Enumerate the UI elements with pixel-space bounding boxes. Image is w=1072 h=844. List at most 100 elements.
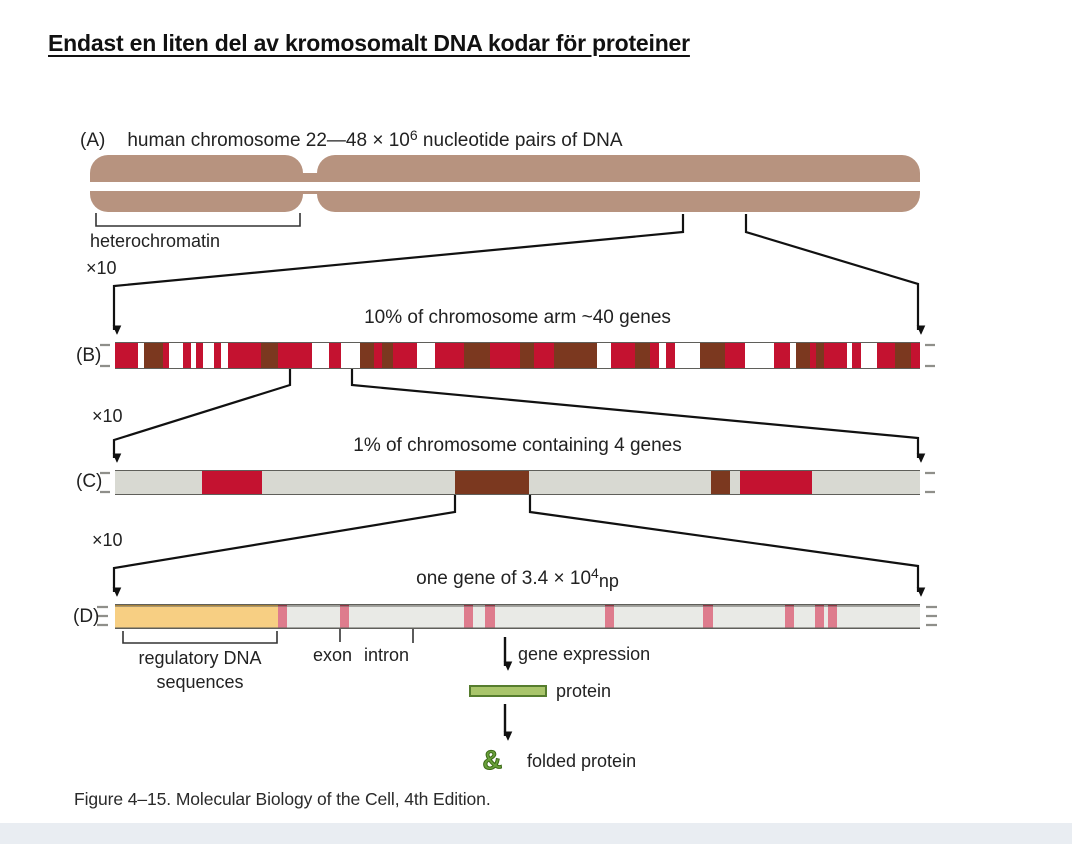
exon-mark [828, 605, 838, 628]
chromosome-arm-band-bar [115, 342, 920, 369]
band-segment-red [851, 343, 862, 368]
chromatid-gap [88, 182, 922, 191]
zoom-x10-label-1: ×10 [86, 258, 117, 278]
band-segment-red [910, 343, 920, 368]
exon-mark [339, 605, 349, 628]
band-segment-red [329, 343, 342, 368]
panel-d-exponent: 4 [591, 565, 599, 581]
band-segment-white [138, 343, 145, 368]
band-segment-red [823, 343, 848, 368]
band-segment-red [490, 343, 520, 368]
band-segment-red [611, 343, 635, 368]
panel-d-caption-text: one gene of 3.4 × 10 [416, 568, 592, 589]
exon-mark [605, 605, 615, 628]
protein-label: protein [556, 681, 612, 701]
exon-intron-label: exon intron [313, 645, 410, 665]
band-segment-red [724, 343, 745, 368]
band-segment-brown [895, 343, 911, 368]
band-segment-red [115, 343, 139, 368]
exon-mark [277, 605, 287, 628]
strand-separator [115, 605, 920, 628]
gene-detail-bar [115, 604, 920, 629]
band-segment-white [169, 343, 184, 368]
band-segment-red [374, 343, 382, 368]
panel-b-tag: (B) [76, 345, 102, 366]
chromosome-segment-bar [115, 470, 920, 495]
protein-bar-icon [469, 685, 547, 697]
band-segment-red [809, 343, 817, 368]
bottom-band [0, 823, 1072, 844]
band-segment-brown [699, 343, 725, 368]
band-segment-red [195, 343, 204, 368]
band-segment-red [277, 343, 312, 368]
band-segment-red [774, 343, 790, 368]
band-segment-red [650, 343, 660, 368]
band-segment-red [201, 471, 262, 494]
folded-protein-icon: & [480, 744, 504, 777]
band-segment-red [434, 343, 464, 368]
band-segment-red [392, 343, 418, 368]
exon-mark [485, 605, 495, 628]
slide-title: Endast en liten del av kromosomalt DNA k… [48, 30, 690, 56]
panel-d-tag: (D) [73, 606, 100, 627]
panel-c-tag: (C) [76, 471, 103, 492]
exon-mark [463, 605, 473, 628]
heterochromatin-label: heterochromatin [90, 231, 221, 251]
folded-protein-label: folded protein [527, 751, 637, 771]
band-segment-red [228, 343, 261, 368]
figure-caption: Figure 4–15. Molecular Biology of the Ce… [74, 789, 491, 809]
band-segment-white [311, 343, 330, 368]
regulatory-dna-line1: regulatory DNA [138, 648, 262, 668]
band-segment-brown [795, 343, 810, 368]
band-segment-white [789, 343, 796, 368]
band-segment-white [341, 343, 361, 368]
band-segment-white [221, 343, 229, 368]
band-segment-brown [463, 343, 491, 368]
band-segment-white [744, 343, 775, 368]
exon-mark [784, 605, 794, 628]
exon-mark [814, 605, 824, 628]
band-segment-brown [360, 343, 375, 368]
band-segment-red [739, 471, 813, 494]
exon-marks [115, 605, 920, 628]
band-segment-red [163, 343, 170, 368]
band-segment-red [876, 343, 896, 368]
band-segment-white [203, 343, 215, 368]
band-segment-white [190, 343, 196, 368]
band-segment-white [659, 343, 666, 368]
exon-mark [703, 605, 713, 628]
panel-a-tag: (A) [80, 130, 106, 151]
gene-expression-label: gene expression [518, 644, 651, 664]
band-segment-brown [519, 343, 534, 368]
band-segment-brown [144, 343, 164, 368]
panel-a-caption: human chromosome 22—48 × 10 [127, 130, 410, 151]
band-segment-white [847, 343, 852, 368]
band-segment-red [533, 343, 554, 368]
regulatory-bracket [122, 631, 278, 644]
panel-a-exponent: 6 [409, 127, 418, 143]
chromosome-illustration [88, 155, 922, 212]
heterochromatin-bracket [95, 213, 301, 227]
band-segment-graybar [730, 471, 740, 494]
band-segment-brown [553, 343, 598, 368]
panel-a-caption-rest: nucleotide pairs of DNA [417, 130, 623, 151]
regulatory-dna-line2: sequences [156, 672, 244, 692]
band-segment-brown [816, 343, 824, 368]
band-segment-brown [634, 343, 651, 368]
band-segment-brown [710, 471, 731, 494]
band-segment-graybar [528, 471, 711, 494]
band-segment-graybar [115, 471, 202, 494]
zoom-x10-label-2: ×10 [92, 406, 123, 426]
panel-d-unit: np [598, 571, 619, 591]
band-segment-red [214, 343, 222, 368]
panel-a-heading: (A) human chromosome 22—48 × 106 nucleoti… [80, 127, 623, 152]
panel-d-caption: one gene of 3.4 × 104np [115, 565, 920, 592]
zoom-x10-label-3: ×10 [92, 530, 123, 550]
band-segment-red [183, 343, 191, 368]
band-segment-graybar [261, 471, 455, 494]
band-segment-red [665, 343, 675, 368]
band-segment-white [674, 343, 700, 368]
band-segment-brown [454, 471, 529, 494]
band-segment-white [861, 343, 877, 368]
